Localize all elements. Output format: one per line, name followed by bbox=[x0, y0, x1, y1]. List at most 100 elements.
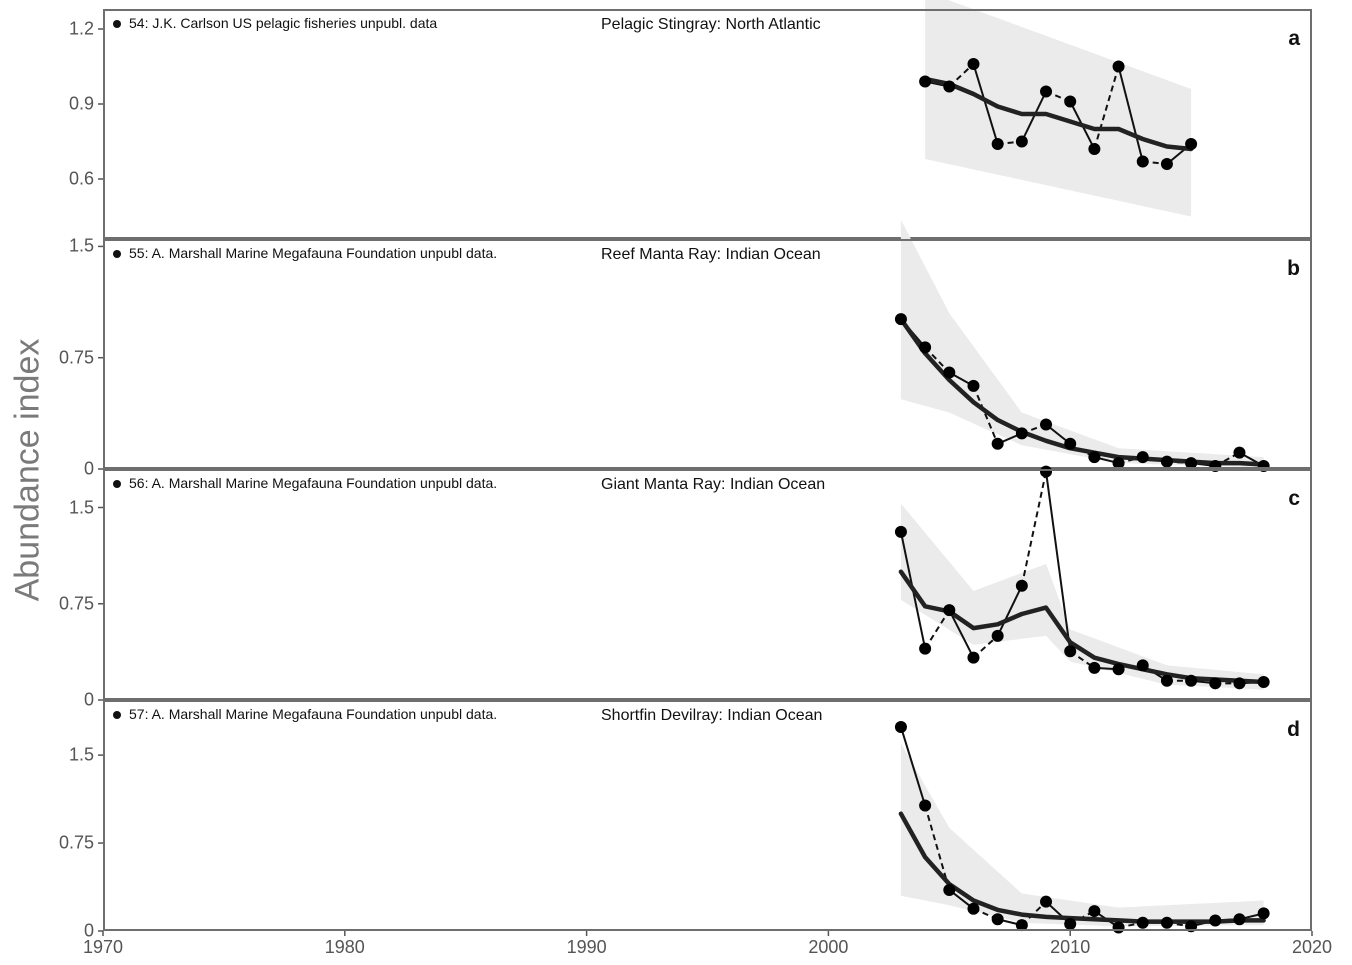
data-point-c bbox=[1040, 465, 1053, 478]
y-tick-label-c: 1.5 bbox=[68, 497, 94, 517]
data-point-d bbox=[1257, 907, 1270, 920]
data-point-c bbox=[991, 629, 1004, 642]
data-point-c bbox=[1185, 674, 1198, 687]
data-point-a bbox=[1015, 135, 1028, 148]
panel-frame-a bbox=[103, 9, 1312, 239]
data-point-c bbox=[1088, 661, 1101, 674]
data-point-b bbox=[1040, 418, 1053, 431]
y-tick-label-b: 1.5 bbox=[68, 235, 94, 256]
data-point-c bbox=[943, 604, 956, 617]
panel-b: 55: A. Marshall Marine Megafauna Foundat… bbox=[59, 219, 1312, 479]
data-point-d bbox=[1136, 916, 1149, 929]
data-point-c bbox=[967, 651, 980, 664]
plot-area-c bbox=[98, 465, 1270, 701]
y-tick-label-b: 0.75 bbox=[58, 347, 94, 368]
data-point-b bbox=[967, 379, 980, 392]
legend-text-c: 56: A. Marshall Marine Megafauna Foundat… bbox=[129, 475, 498, 491]
confidence-band-b bbox=[900, 219, 1264, 468]
data-point-b bbox=[1233, 446, 1246, 459]
observed-segment-a bbox=[1020, 91, 1047, 142]
data-point-a bbox=[1088, 143, 1101, 155]
data-point-a bbox=[943, 80, 956, 93]
legend-dot-a bbox=[113, 20, 121, 29]
confidence-band-a bbox=[925, 0, 1192, 217]
panel-frame-b bbox=[103, 239, 1312, 469]
trend-line-c bbox=[898, 569, 1266, 685]
panel-letter-a: a bbox=[1288, 27, 1300, 50]
data-point-a bbox=[1064, 95, 1077, 108]
panel-letter-d: d bbox=[1287, 718, 1300, 741]
observed-segment-c bbox=[948, 609, 975, 659]
y-tick-label-a: 0.6 bbox=[68, 168, 94, 189]
data-point-d bbox=[894, 720, 907, 733]
data-point-b bbox=[919, 341, 932, 354]
data-point-a bbox=[1185, 138, 1198, 150]
plot-area-a bbox=[98, 0, 1198, 217]
observed-segment-c bbox=[1045, 471, 1072, 652]
panel-letter-c: c bbox=[1288, 487, 1300, 510]
panel-title-c: Giant Manta Ray: Indian Ocean bbox=[601, 476, 826, 493]
observed-segment-c bbox=[996, 585, 1023, 637]
x-tick-label: 2020 bbox=[1291, 937, 1333, 957]
trend-line-d bbox=[898, 811, 1266, 924]
y-tick-label-a: 0.9 bbox=[68, 93, 94, 114]
trend-line-a bbox=[922, 76, 1194, 152]
plot-area-d bbox=[98, 720, 1313, 936]
observed-segment-d bbox=[924, 805, 951, 891]
x-tick-label: 1990 bbox=[566, 937, 607, 957]
y-tick-label-c: 0 bbox=[83, 689, 94, 710]
data-point-d bbox=[943, 883, 956, 896]
data-point-d bbox=[1040, 895, 1053, 908]
panel-title-a: Pelagic Stingray: North Atlantic bbox=[601, 16, 821, 33]
data-point-c bbox=[894, 525, 907, 538]
data-point-b bbox=[1112, 457, 1125, 470]
data-point-c bbox=[1209, 677, 1222, 690]
panel-frame-d bbox=[103, 700, 1312, 931]
data-point-c bbox=[1064, 645, 1077, 658]
panel-frame-c bbox=[103, 469, 1312, 700]
y-tick-label-b: 0 bbox=[83, 458, 94, 479]
data-point-c bbox=[1233, 677, 1246, 690]
data-point-b bbox=[1015, 427, 1028, 440]
y-tick-label-d: 0 bbox=[83, 920, 94, 941]
data-point-d bbox=[1064, 917, 1077, 930]
data-point-b bbox=[943, 366, 956, 379]
data-point-b bbox=[1136, 451, 1149, 464]
legend-d: 57: A. Marshall Marine Megafauna Foundat… bbox=[113, 706, 497, 722]
data-point-b bbox=[1185, 457, 1198, 470]
data-point-b bbox=[894, 313, 907, 326]
legend-text-d: 57: A. Marshall Marine Megafauna Foundat… bbox=[129, 706, 498, 722]
data-point-b bbox=[1064, 437, 1077, 450]
observed-segment-a bbox=[1093, 66, 1120, 150]
data-point-b bbox=[991, 437, 1004, 450]
data-point-d bbox=[1088, 905, 1101, 918]
data-point-b bbox=[1088, 451, 1101, 464]
data-point-c bbox=[1112, 663, 1125, 676]
data-point-a bbox=[1112, 60, 1125, 73]
data-point-a bbox=[919, 75, 932, 88]
x-tick-label: 2010 bbox=[1050, 937, 1091, 957]
y-tick-label-d: 1.5 bbox=[68, 744, 94, 765]
data-point-a bbox=[1160, 158, 1173, 170]
data-point-c bbox=[1015, 579, 1028, 592]
legend-dot-d bbox=[113, 711, 121, 720]
data-point-a bbox=[991, 138, 1004, 150]
panel-a: 54: J.K. Carlson US pelagic fisheries un… bbox=[69, 0, 1312, 239]
data-point-d bbox=[1160, 916, 1173, 929]
x-tick-label: 1970 bbox=[82, 937, 124, 957]
observed-segment-b bbox=[972, 385, 999, 445]
panel-d: 57: A. Marshall Marine Megafauna Foundat… bbox=[59, 700, 1313, 941]
y-tick-label-c: 0.75 bbox=[58, 593, 94, 614]
y-axis-title-text: Abundance index bbox=[8, 338, 47, 602]
legend-b: 55: A. Marshall Marine Megafauna Foundat… bbox=[113, 245, 497, 261]
data-point-d bbox=[919, 799, 932, 812]
observed-segment-c bbox=[924, 609, 951, 650]
data-point-a bbox=[1136, 155, 1149, 168]
panel-title-b: Reef Manta Ray: Indian Ocean bbox=[601, 246, 821, 263]
data-point-c bbox=[1136, 659, 1149, 672]
data-point-c bbox=[1257, 676, 1270, 689]
y-tick-label-a: 1.2 bbox=[68, 18, 94, 39]
y-tick-label-d: 0.75 bbox=[58, 832, 94, 853]
data-point-c bbox=[1160, 674, 1173, 687]
